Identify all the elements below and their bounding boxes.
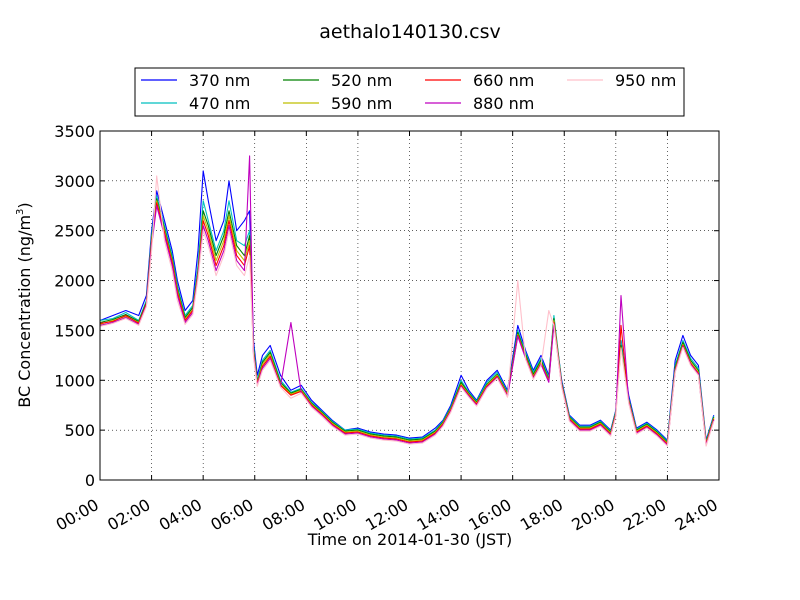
legend-label: 590 nm: [331, 94, 392, 113]
legend-label: 520 nm: [331, 71, 392, 90]
legend-label: 950 nm: [615, 71, 676, 90]
y-tick-label: 2000: [54, 272, 95, 291]
y-tick-label: 2500: [54, 222, 95, 241]
series-lines: [99, 155, 715, 447]
y-axis-label-close: ): [15, 202, 34, 208]
legend-label: 880 nm: [473, 94, 534, 113]
y-tick-label: 1500: [54, 321, 95, 340]
y-tick-label: 0: [85, 471, 95, 490]
legend-label: 470 nm: [189, 94, 250, 113]
chart-title: aethalo140130.csv: [319, 21, 501, 43]
y-tick-label: 1000: [54, 371, 95, 390]
y-tick-label: 3000: [54, 172, 95, 191]
x-axis-label: Time on 2014-01-30 (JST): [307, 530, 512, 549]
y-axis-label-superscript: 3: [15, 209, 26, 215]
plot-area: [100, 131, 719, 480]
legend-label: 370 nm: [189, 71, 250, 90]
legend-label: 660 nm: [473, 71, 534, 90]
series-line-950-nm: [99, 175, 715, 447]
y-tick-label: 3500: [54, 122, 95, 141]
y-axis-label: BC Concentration (ng/m3): [15, 202, 34, 407]
y-axis-label-main: BC Concentration (ng/m: [15, 215, 34, 408]
legend: 370 nm 470 nm 520 nm 590 nm 660 nm 880 nm 950 …: [134, 67, 685, 117]
y-tick-label: 500: [64, 421, 95, 440]
legend-frame: [134, 67, 685, 117]
